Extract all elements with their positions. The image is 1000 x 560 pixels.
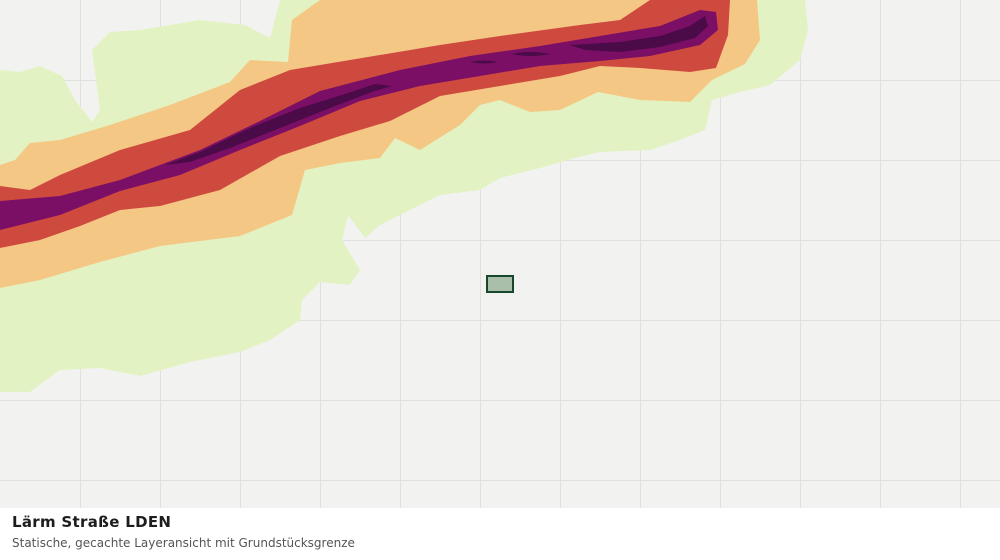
map-subtitle: Statische, gecachte Layeransicht mit Gru…: [12, 536, 355, 550]
noise-zone-very-high: [0, 10, 718, 230]
parcel-boundary[interactable]: [486, 275, 514, 293]
noise-zone-extreme: [570, 16, 708, 52]
noise-zone-extreme: [470, 52, 550, 64]
map-title: Lärm Straße LDEN: [12, 513, 172, 531]
noise-zone-extreme: [165, 84, 392, 165]
map-view: [0, 0, 1000, 508]
